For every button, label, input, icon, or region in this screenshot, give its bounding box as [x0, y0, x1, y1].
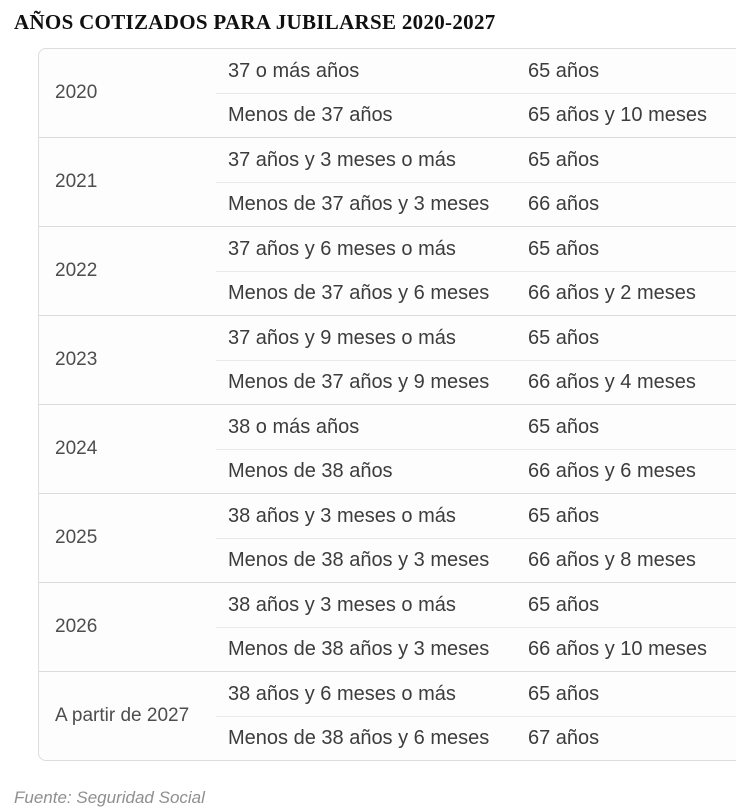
retirement-age: 65 años [528, 593, 600, 616]
year-rows: 38 años y 3 meses o más 65 años Menos de 3… [216, 494, 736, 582]
year-group: 2022 37 años y 6 meses o más 65 años Menos … [39, 226, 736, 315]
table-row: 38 años y 3 meses o más 65 años [216, 583, 736, 627]
page-title: AÑOS COTIZADOS PARA JUBILARSE 2020-2027 [14, 10, 496, 34]
table-row: Menos de 38 años y 3 meses 66 años y 10 m… [216, 627, 736, 671]
retirement-age: 65 años [528, 682, 600, 705]
table-row: 37 años y 6 meses o más 65 años [216, 227, 736, 271]
table-row: 37 o más años 65 años [216, 49, 736, 93]
table-row: 37 años y 9 meses o más 65 años [216, 316, 736, 360]
contribution-requirement: Menos de 38 años y 3 meses [228, 549, 490, 571]
contribution-requirement: Menos de 38 años y 6 meses [228, 727, 490, 749]
retirement-age-table: 2020 37 o más años 65 años Menos de 37 años… [38, 48, 736, 761]
year-label: 2022 [55, 260, 98, 281]
table-row: 38 o más años 65 años [216, 405, 736, 449]
year-label: 2023 [55, 349, 98, 370]
contribution-requirement: Menos de 37 años y 6 meses [228, 282, 490, 304]
retirement-age: 66 años y 6 meses [528, 460, 696, 482]
retirement-age: 65 años [528, 504, 600, 527]
year-group: 2026 38 años y 3 meses o más 65 años Menos … [39, 582, 736, 671]
year-label: 2020 [55, 82, 98, 103]
year-label: A partir de 2027 [55, 705, 190, 726]
contribution-requirement: 37 o más años [228, 59, 360, 82]
year-rows: 37 años y 3 meses o más 65 años Menos de 3… [216, 138, 736, 226]
table-row: Menos de 37 años y 3 meses 66 años [216, 182, 736, 226]
table-row: Menos de 37 años y 6 meses 66 años y 2 me… [216, 271, 736, 315]
contribution-requirement: Menos de 37 años y 3 meses [228, 193, 490, 215]
retirement-age: 66 años y 8 meses [528, 549, 696, 571]
retirement-age: 65 años [528, 326, 600, 349]
contribution-requirement: Menos de 37 años [228, 104, 393, 126]
retirement-age: 66 años y 4 meses [528, 371, 696, 393]
year-group: A partir de 2027 38 años y 6 meses o más 6… [39, 671, 736, 760]
contribution-requirement: 38 años y 3 meses o más [228, 593, 456, 616]
retirement-age: 66 años y 2 meses [528, 282, 696, 304]
retirement-age: 65 años [528, 415, 600, 438]
table-row: Menos de 38 años y 6 meses 67 años [216, 716, 736, 760]
table-row: 38 años y 3 meses o más 65 años [216, 494, 736, 538]
retirement-age: 65 años [528, 237, 600, 260]
retirement-age: 65 años [528, 59, 600, 82]
retirement-age: 65 años y 10 meses [528, 104, 707, 126]
table-row: Menos de 38 años 66 años y 6 meses [216, 449, 736, 493]
retirement-age: 66 años y 10 meses [528, 638, 707, 660]
table-row: 37 años y 3 meses o más 65 años [216, 138, 736, 182]
retirement-age: 66 años [528, 193, 600, 215]
contribution-requirement: Menos de 37 años y 9 meses [228, 371, 490, 393]
source-note: Fuente: Seguridad Social [14, 788, 205, 807]
table-row: Menos de 37 años y 9 meses 66 años y 4 me… [216, 360, 736, 404]
table-row: 38 años y 6 meses o más 65 años [216, 672, 736, 716]
contribution-requirement: 38 o más años [228, 415, 360, 438]
contribution-requirement: Menos de 38 años y 3 meses [228, 638, 490, 660]
year-label: 2025 [55, 527, 98, 548]
year-rows: 37 o más años 65 años Menos de 37 años 65 a… [216, 49, 736, 137]
table-row: Menos de 38 años y 3 meses 66 años y 8 me… [216, 538, 736, 582]
year-group: 2021 37 años y 3 meses o más 65 años Menos … [39, 137, 736, 226]
table-row: Menos de 37 años 65 años y 10 meses [216, 93, 736, 137]
year-label: 2021 [55, 171, 98, 192]
year-rows: 37 años y 6 meses o más 65 años Menos de 3… [216, 227, 736, 315]
year-rows: 37 años y 9 meses o más 65 años Menos de 3… [216, 316, 736, 404]
year-label: 2024 [55, 438, 98, 459]
year-group: 2020 37 o más años 65 años Menos de 37 años… [39, 49, 736, 137]
contribution-requirement: 37 años y 9 meses o más [228, 326, 456, 349]
year-rows: 38 años y 6 meses o más 65 años Menos de 3… [216, 672, 736, 760]
year-group: 2023 37 años y 9 meses o más 65 años Menos … [39, 315, 736, 404]
year-group: 2024 38 o más años 65 años Menos de 38 años… [39, 404, 736, 493]
year-group: 2025 38 años y 3 meses o más 65 años Menos … [39, 493, 736, 582]
year-rows: 38 o más años 65 años Menos de 38 años 66 a… [216, 405, 736, 493]
retirement-age: 67 años [528, 727, 600, 749]
year-rows: 38 años y 3 meses o más 65 años Menos de 3… [216, 583, 736, 671]
contribution-requirement: 37 años y 6 meses o más [228, 237, 456, 260]
contribution-requirement: 37 años y 3 meses o más [228, 148, 456, 171]
infographic: AÑOS COTIZADOS PARA JUBILARSE 2020-2027 … [0, 10, 736, 808]
retirement-age: 65 años [528, 148, 600, 171]
year-label: 2026 [55, 616, 98, 637]
contribution-requirement: Menos de 38 años [228, 460, 393, 482]
contribution-requirement: 38 años y 6 meses o más [228, 682, 456, 705]
contribution-requirement: 38 años y 3 meses o más [228, 504, 456, 527]
